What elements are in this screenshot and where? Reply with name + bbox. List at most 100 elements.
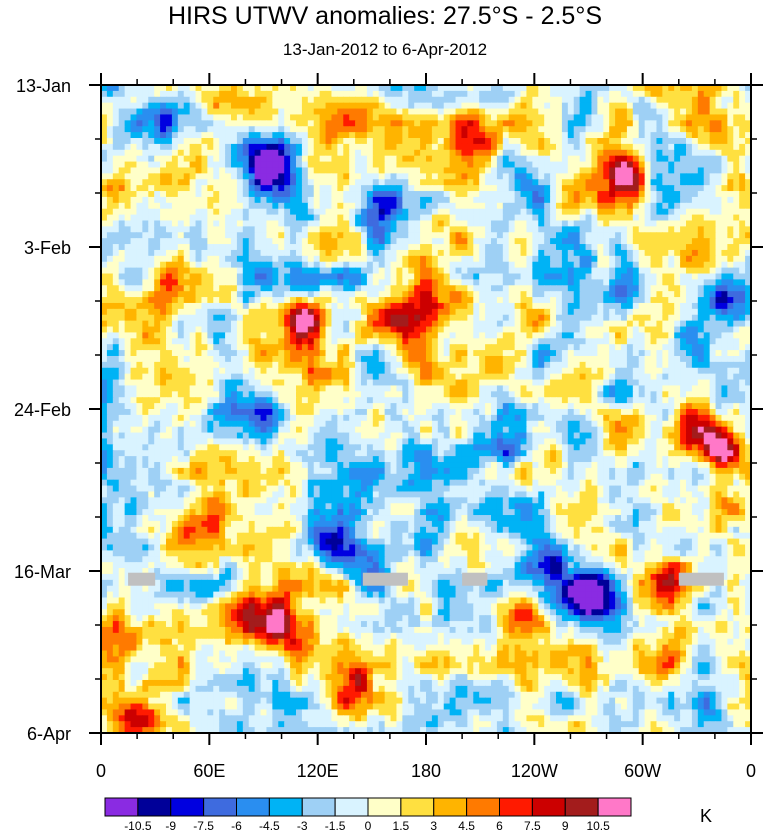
heatmap-cell (668, 167, 675, 174)
heatmap-cell (213, 179, 220, 186)
heatmap-cell (550, 261, 557, 269)
heatmap-cell (745, 273, 752, 280)
heatmap-cell (739, 108, 746, 116)
heatmap-cell (219, 179, 226, 186)
heatmap-cell (183, 261, 191, 269)
heatmap-cell (715, 185, 723, 192)
heatmap-cell (461, 114, 468, 121)
heatmap-cell (248, 273, 256, 280)
heatmap-cell (337, 208, 344, 216)
heatmap-cell (697, 191, 705, 198)
heatmap-cell (349, 132, 356, 139)
heatmap-cell (183, 244, 191, 251)
heatmap-cell (148, 279, 155, 286)
heatmap-cell (449, 96, 457, 104)
heatmap-cell (414, 202, 421, 210)
heatmap-cell (313, 173, 321, 180)
heatmap-cell (307, 297, 315, 304)
heatmap-cell (278, 308, 285, 316)
heatmap-cell (621, 273, 628, 280)
heatmap-cell (479, 297, 486, 304)
heatmap-cell (561, 90, 569, 98)
heatmap-cell (697, 338, 705, 345)
heatmap-cell (384, 320, 392, 328)
heatmap-cell (414, 126, 421, 133)
heatmap-cell (260, 85, 268, 92)
heatmap-cell (278, 143, 285, 151)
heatmap-cell (236, 314, 244, 322)
heatmap-cell (101, 96, 108, 104)
heatmap-cell (727, 226, 734, 233)
heatmap-cell (171, 338, 179, 345)
heatmap-cell (697, 85, 705, 92)
heatmap-cell (242, 161, 250, 169)
heatmap-cell (431, 279, 439, 286)
heatmap-cell (319, 161, 327, 169)
heatmap-cell (390, 261, 398, 269)
heatmap-cell (361, 202, 368, 210)
heatmap-cell (745, 226, 752, 233)
heatmap-cell (449, 338, 457, 345)
heatmap-cell (632, 249, 640, 257)
heatmap-cell (526, 255, 533, 263)
heatmap-cell (650, 161, 658, 169)
heatmap-cell (603, 173, 610, 180)
heatmap-cell (171, 350, 179, 357)
heatmap-cell (366, 350, 374, 357)
heatmap-cell (526, 102, 533, 110)
heatmap-cell (331, 149, 338, 157)
heatmap-cell (201, 338, 208, 345)
heatmap-cell (733, 138, 740, 145)
heatmap-cell (745, 297, 752, 304)
heatmap-cell (632, 338, 640, 345)
heatmap-cell (703, 232, 711, 239)
heatmap-cell (414, 132, 421, 139)
heatmap-cell (479, 102, 486, 110)
heatmap-cell (680, 202, 687, 210)
heatmap-cell (372, 267, 380, 275)
heatmap-cell (337, 161, 344, 169)
heatmap-cell (561, 332, 569, 339)
heatmap-cell (296, 173, 303, 180)
heatmap-cell (301, 332, 309, 339)
heatmap-cell (384, 202, 392, 210)
heatmap-cell (491, 279, 498, 286)
heatmap-cell (101, 244, 108, 251)
heatmap-cell (502, 255, 510, 263)
heatmap-cell (727, 273, 734, 280)
heatmap-cell (567, 155, 575, 163)
heatmap-cell (313, 308, 321, 316)
heatmap-cell (148, 114, 155, 121)
heatmap-cell (372, 114, 380, 121)
heatmap-cell (254, 138, 262, 145)
heatmap-cell (136, 108, 143, 116)
heatmap-cell (396, 220, 403, 227)
heatmap-cell (561, 297, 569, 304)
heatmap-cell (680, 320, 687, 328)
heatmap-cell (644, 308, 652, 316)
heatmap-cell (733, 261, 740, 269)
heatmap-cell (662, 185, 669, 192)
heatmap-cell (644, 90, 652, 98)
heatmap-cell (319, 285, 327, 292)
heatmap-cell (674, 120, 681, 127)
heatmap-cell (579, 173, 587, 180)
heatmap-cell (343, 132, 350, 139)
heatmap-cell (355, 138, 362, 145)
heatmap-cell (508, 291, 516, 298)
heatmap-cell (650, 297, 658, 304)
heatmap-cell (349, 249, 356, 257)
heatmap-cell (686, 302, 693, 310)
heatmap-cell (207, 90, 214, 98)
heatmap-cell (686, 232, 693, 239)
heatmap-cell (325, 273, 333, 280)
heatmap-cell (384, 226, 392, 233)
heatmap-cell (561, 238, 569, 245)
heatmap-cell (106, 143, 114, 151)
heatmap-cell (189, 173, 197, 180)
heatmap-cell (473, 308, 480, 316)
heatmap-cell (697, 273, 705, 280)
heatmap-cell (615, 302, 622, 310)
heatmap-cell (349, 232, 356, 239)
